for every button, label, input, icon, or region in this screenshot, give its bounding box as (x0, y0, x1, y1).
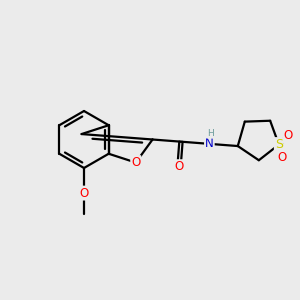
Text: O: O (278, 151, 287, 164)
Text: N: N (205, 137, 214, 150)
Text: H: H (207, 129, 214, 138)
Text: O: O (284, 129, 293, 142)
Text: O: O (131, 156, 140, 169)
Text: S: S (275, 138, 283, 151)
Text: O: O (80, 187, 88, 200)
Text: O: O (174, 160, 184, 173)
